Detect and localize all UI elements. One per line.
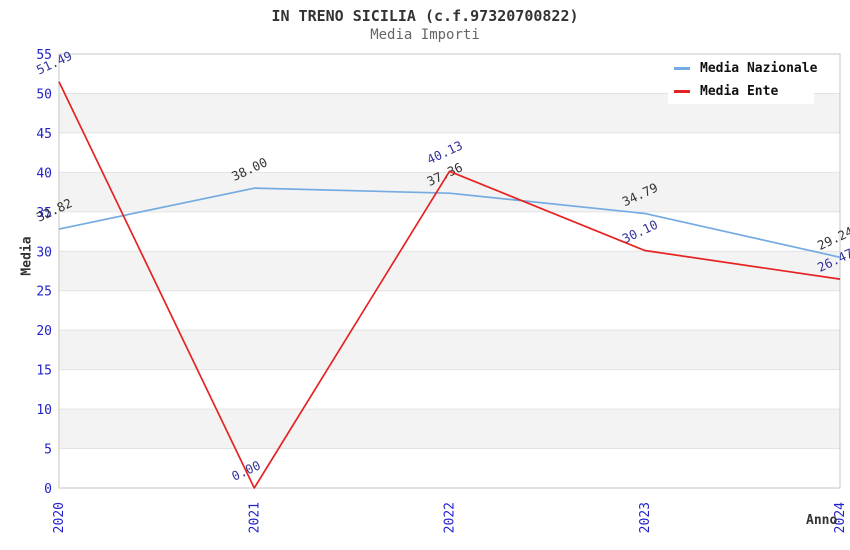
y-tick-label: 45 <box>36 127 52 142</box>
series-line <box>58 81 841 489</box>
y-tick-label: 55 <box>36 48 52 63</box>
y-tick-label: 35 <box>36 206 52 221</box>
data-point-label: 30.10 <box>620 217 660 247</box>
y-tick-label: 0 <box>44 482 52 497</box>
plot-band <box>59 330 840 370</box>
plot-band <box>59 409 840 449</box>
legend-label: Media Nazionale <box>700 61 818 76</box>
y-tick-label: 30 <box>36 245 52 260</box>
x-tick-label: 2020 <box>52 502 67 533</box>
chart-title: IN TRENO SICILIA (c.f.97320700822) <box>271 7 579 25</box>
media-ente-line-swatch-icon <box>674 90 690 93</box>
y-tick-label: 15 <box>36 364 52 379</box>
data-point-label: 0.00 <box>229 457 263 483</box>
x-tick-label: 2022 <box>443 502 458 533</box>
y-tick-label: 10 <box>36 403 52 418</box>
chart-subtitle: Media Importi <box>370 27 480 43</box>
series-line <box>58 187 841 259</box>
y-tick-label: 5 <box>44 443 52 458</box>
data-point-label: 32.82 <box>34 195 74 225</box>
legend-item-media-nazionale: Media Nazionale <box>668 60 818 78</box>
x-axis-title: Anno <box>806 513 838 528</box>
x-tick-label: 2023 <box>638 502 653 533</box>
x-tick-label: 2024 <box>833 502 848 533</box>
legend-item-media-ente: Media Ente <box>668 83 814 101</box>
y-tick-label: 40 <box>36 166 52 181</box>
plot-border <box>58 53 841 489</box>
y-tick-label: 25 <box>36 285 52 300</box>
plot-band <box>59 251 840 291</box>
y-tick-label: 20 <box>36 324 52 339</box>
legend-label: Media Ente <box>700 84 779 99</box>
plot-band <box>59 172 840 212</box>
chart-legend: Media Nazionale Media Ente <box>668 56 818 104</box>
x-tick-label: 2021 <box>247 502 262 533</box>
y-tick-label: 50 <box>36 87 52 102</box>
y-axis-title: Media <box>19 236 35 276</box>
media-nazionale-line-swatch-icon <box>674 67 690 70</box>
